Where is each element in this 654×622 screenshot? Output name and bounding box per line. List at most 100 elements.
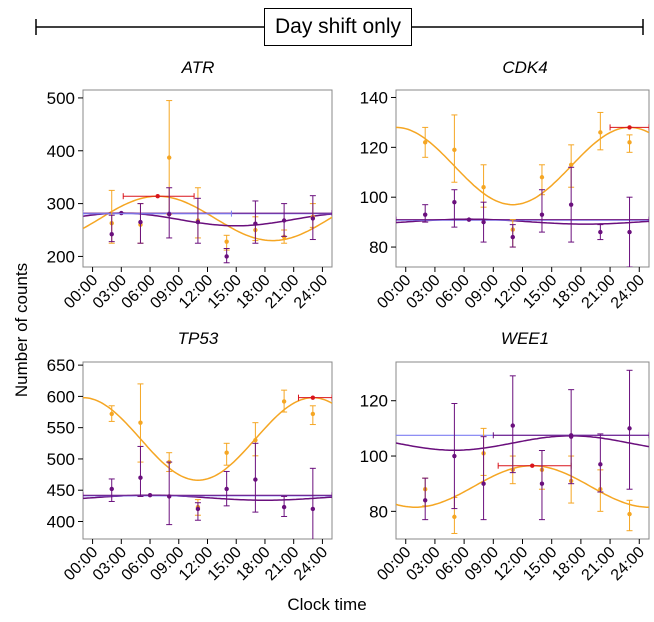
purple-peak-point — [119, 210, 124, 216]
panel-title-cdk4: CDK4 — [502, 58, 548, 77]
panel-wee1: 8010012000:0003:0006:0009:0012:0015:0018… — [360, 361, 650, 584]
orange-data-point — [568, 162, 574, 167]
header-box — [264, 8, 412, 46]
plot-frame — [395, 89, 650, 268]
orange-data-point — [224, 450, 229, 455]
y-tick-label: 100 — [360, 447, 388, 466]
purple-data-point — [422, 498, 428, 503]
panel-tp53: 40045050055060065000:0003:0006:0009:0012… — [47, 356, 333, 584]
orange-data-point — [253, 437, 258, 443]
orange-data-point — [166, 155, 172, 160]
purple-data-point — [481, 219, 486, 225]
x-tick-label: 24:00 — [608, 272, 648, 312]
purple-data-point — [452, 199, 457, 205]
orange-data-point — [539, 175, 545, 180]
orange-fit-curve — [83, 195, 332, 242]
plot-area — [396, 369, 649, 534]
purple-data-point — [224, 486, 229, 492]
y-tick-label: 300 — [47, 195, 75, 214]
purple-data-point — [224, 254, 229, 259]
purple-data-point — [253, 221, 258, 226]
panel-title-wee1: WEE1 — [500, 329, 550, 348]
x-tick-label: 24:00 — [608, 544, 648, 584]
panel-cdk4: 8010012014000:0003:0006:0009:0012:0015:0… — [360, 88, 650, 312]
purple-data-point — [539, 481, 545, 486]
orange-data-point — [452, 147, 457, 153]
purple-data-point — [310, 216, 316, 221]
y-tick-label: 80 — [369, 238, 388, 257]
purple-data-point — [281, 504, 287, 510]
purple-data-point — [166, 211, 172, 217]
orange-fit-curve — [396, 126, 649, 206]
x-axis-label: Clock time — [287, 595, 367, 614]
orange-data-point — [481, 185, 486, 190]
orange-data-point — [452, 514, 457, 520]
purple-data-point — [138, 475, 143, 480]
orange-data-point — [310, 411, 316, 417]
purple-data-point — [310, 506, 316, 512]
orange-data-point — [138, 420, 143, 425]
plot-area — [396, 111, 649, 267]
purple-data-point — [138, 219, 143, 225]
y-tick-label: 400 — [47, 512, 75, 531]
red-peak-point — [310, 395, 316, 400]
y-tick-label: 100 — [360, 188, 388, 207]
purple-peak-point — [147, 493, 153, 498]
purple-data-point — [539, 212, 545, 217]
red-peak-point — [627, 125, 632, 130]
y-tick-label: 600 — [47, 387, 75, 406]
orange-data-point — [109, 411, 114, 417]
purple-data-point — [253, 477, 258, 482]
purple-data-point — [195, 219, 201, 225]
y-tick-label: 400 — [47, 142, 75, 161]
plot-area — [83, 383, 332, 539]
y-axis-label: Number of counts — [12, 262, 31, 398]
purple-data-point — [109, 486, 114, 492]
purple-peak-point — [466, 217, 472, 222]
panel-title-atr: ATR — [181, 58, 215, 77]
purple-data-point — [598, 229, 603, 235]
y-tick-label: 200 — [47, 247, 75, 266]
orange-data-point — [281, 234, 287, 240]
plot-area — [83, 100, 332, 264]
purple-data-point — [568, 434, 574, 439]
purple-data-point — [452, 453, 457, 459]
panel-title-tp53: TP53 — [177, 329, 219, 348]
purple-data-point — [598, 462, 603, 467]
y-tick-label: 650 — [47, 356, 75, 375]
orange-data-point — [627, 511, 632, 517]
plot-frame — [395, 361, 650, 540]
purple-data-point — [481, 481, 486, 486]
y-tick-label: 550 — [47, 419, 75, 438]
plot-frame — [82, 361, 333, 540]
x-tick-label: 24:00 — [291, 544, 331, 584]
header-label: Day shift only — [274, 15, 402, 38]
orange-data-point — [281, 399, 287, 404]
purple-data-point — [627, 229, 632, 235]
y-tick-label: 500 — [47, 450, 75, 469]
y-tick-label: 80 — [369, 502, 388, 521]
purple-data-point — [510, 234, 515, 240]
red-peak-point — [530, 463, 535, 468]
purple-fit-curve — [396, 435, 649, 451]
purple-data-point — [281, 218, 287, 223]
panel-atr: 20030040050000:0003:0006:0009:0012:0015:… — [47, 89, 333, 312]
purple-data-point — [109, 232, 114, 237]
y-tick-label: 450 — [47, 481, 75, 500]
y-tick-label: 500 — [47, 89, 75, 108]
y-tick-label: 140 — [360, 88, 388, 107]
purple-data-point — [627, 426, 632, 431]
red-peak-point — [155, 194, 160, 199]
orange-fit-curve — [83, 396, 332, 481]
purple-data-point — [422, 212, 428, 217]
orange-data-point — [422, 140, 428, 145]
y-tick-label: 120 — [360, 392, 388, 411]
orange-data-point — [598, 130, 603, 135]
purple-data-point — [568, 202, 574, 207]
x-tick-label: 24:00 — [291, 272, 331, 312]
orange-data-point — [224, 239, 229, 244]
purple-data-point — [166, 494, 172, 499]
orange-fit-curve — [396, 464, 649, 508]
